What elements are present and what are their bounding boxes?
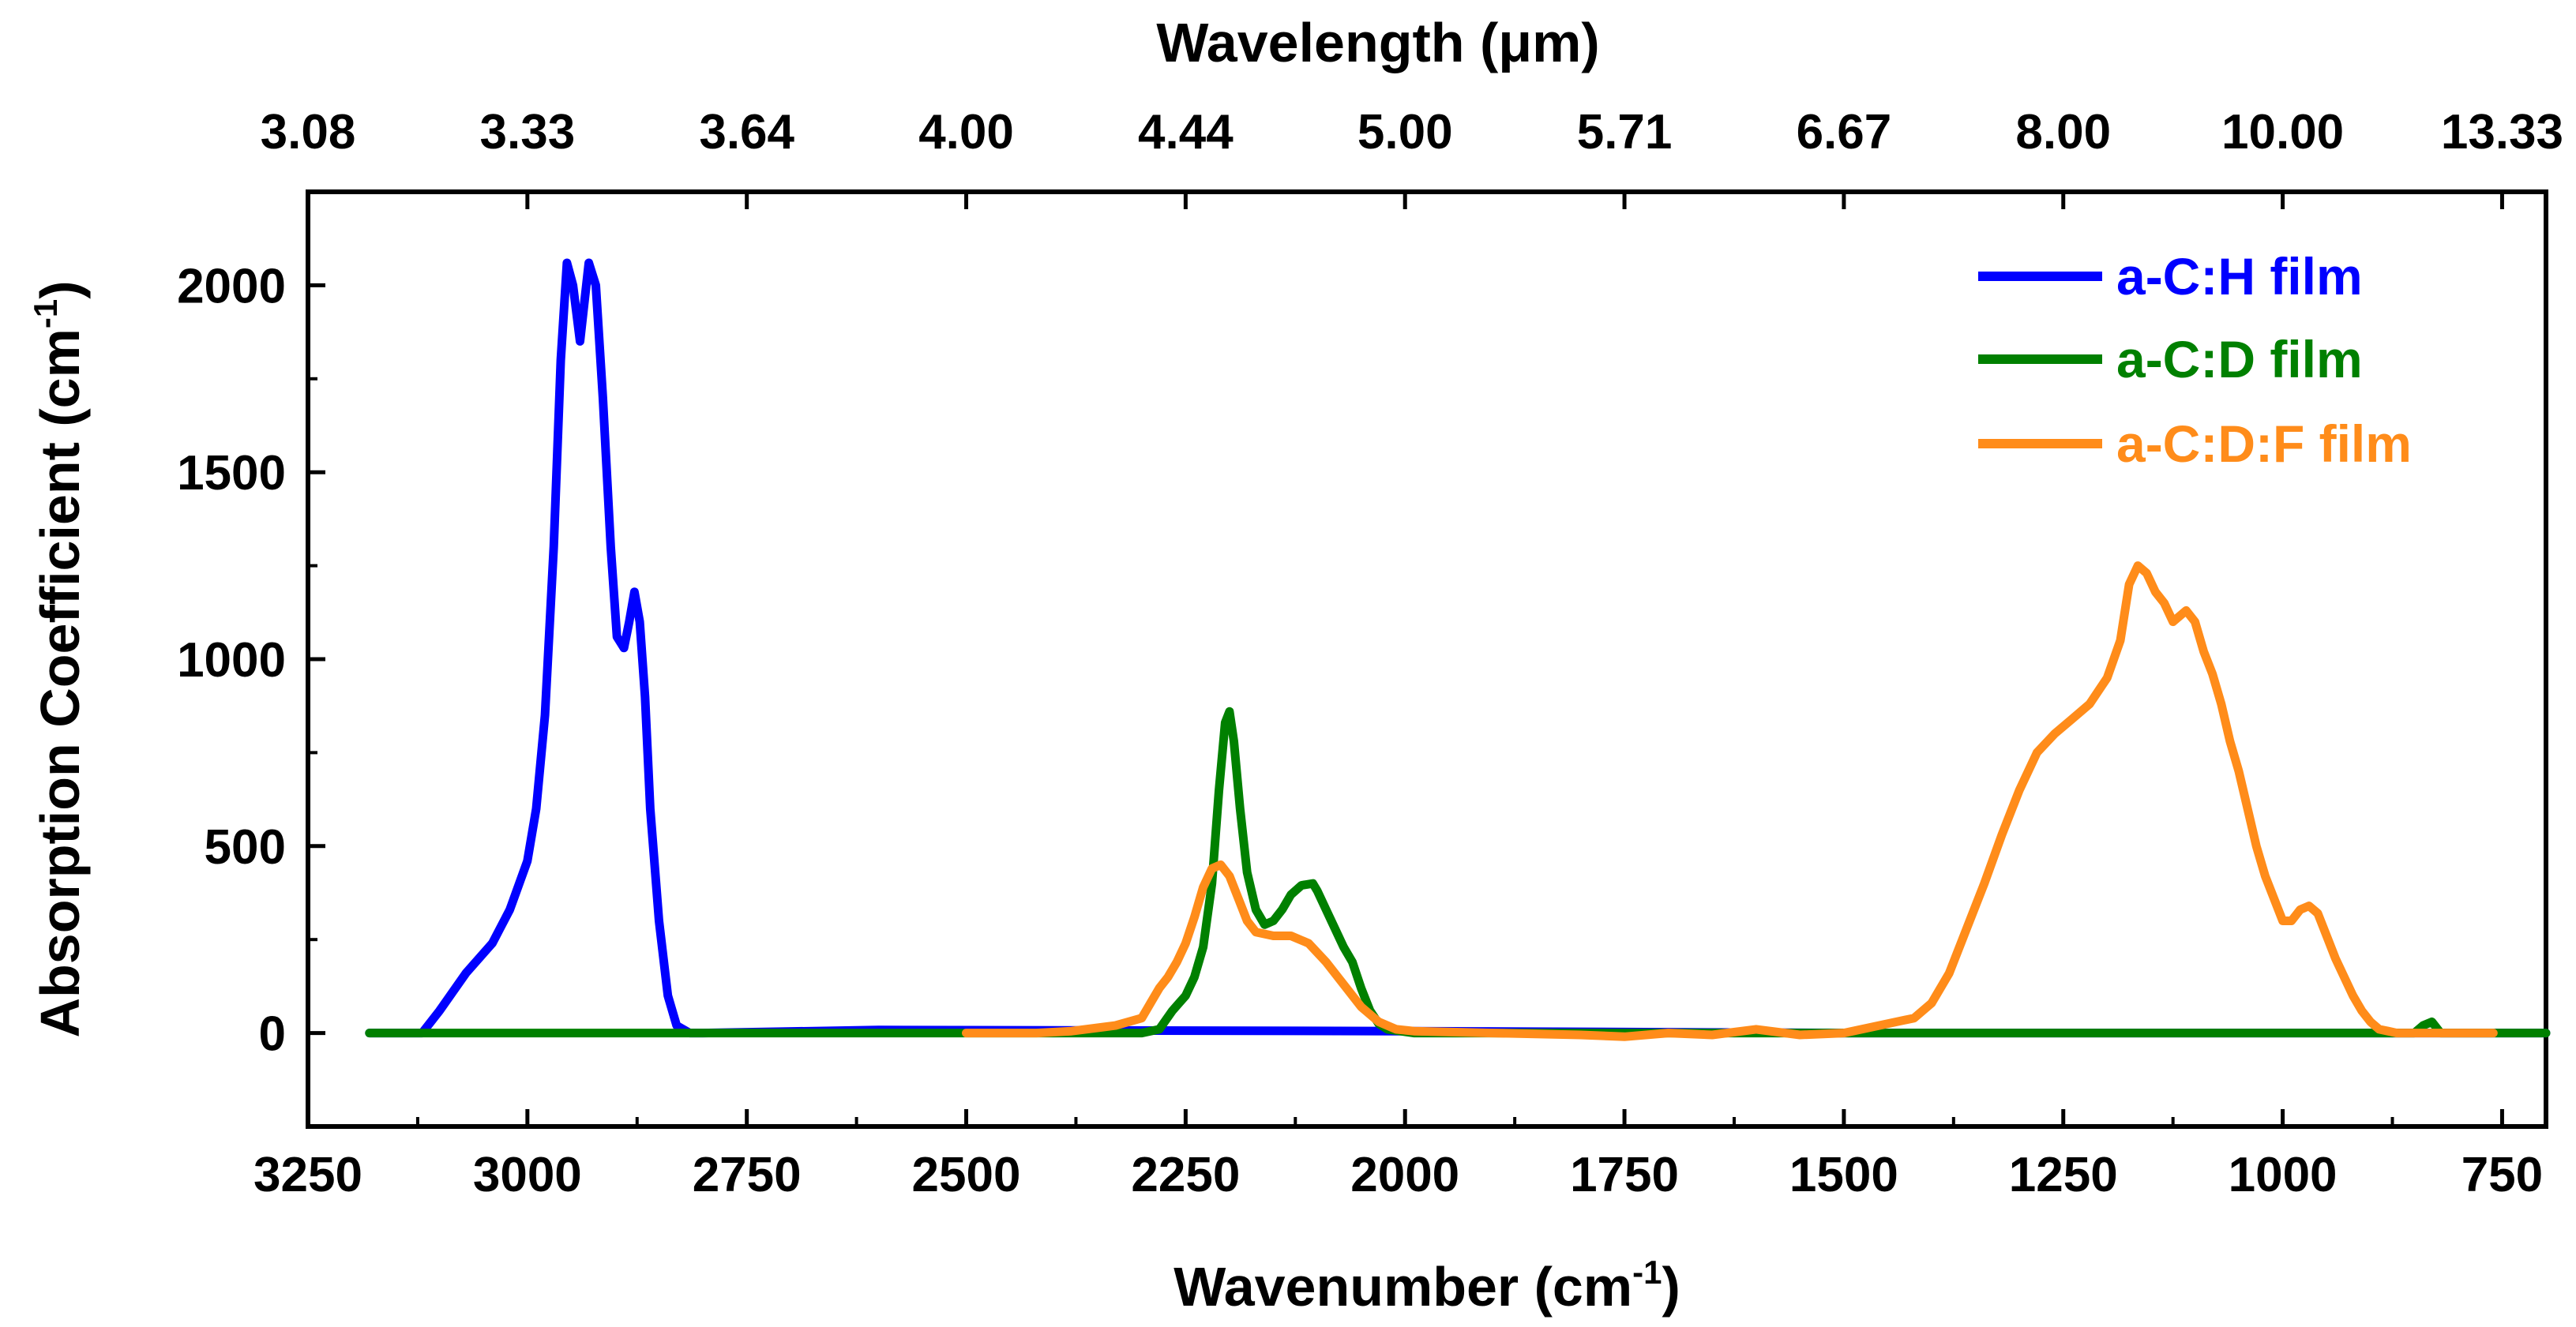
x-tick-label: 1500 [1789,1148,1898,1202]
x-tick-label: 2000 [1350,1148,1459,1202]
top-tick-label: 4.44 [1138,105,1234,159]
top-x-axis-title: Wavelength (μm) [1156,12,1599,73]
top-tick-label: 8.00 [2015,105,2111,159]
legend-label-acdf: a-C:D:F film [2116,414,2412,473]
top-tick-label: 3.08 [261,105,356,159]
top-x-ticks: 3.08 3.33 3.64 4.00 4.44 5.00 5.71 6.67 8.00 10.0… [261,105,2563,209]
series-line-1 [365,707,2551,1038]
y-tick-label: 0 [259,1007,286,1062]
y-axis-title: Absorption Coefficient (cm-1) [27,280,91,1037]
series-layer [365,258,2551,1041]
top-tick-label: 3.33 [480,105,576,159]
y-ticks: 0 500 1000 1500 2000 [177,259,325,1062]
x-tick-label: 2500 [912,1148,1021,1202]
top-tick-label: 4.00 [918,105,1014,159]
top-tick-label: 6.67 [1797,105,1892,159]
series-line-2 [962,561,2498,1041]
top-tick-label: 10.00 [2221,105,2344,159]
x-tick-label: 1250 [2009,1148,2118,1202]
top-tick-label: 5.00 [1357,105,1453,159]
y-tick-label: 1500 [177,446,286,500]
legend-label-ach: a-C:H film [2116,247,2363,306]
x-tick-label: 3000 [473,1148,582,1202]
legend-label-acd: a-C:D film [2116,330,2363,388]
y-tick-label: 2000 [177,259,286,313]
top-tick-label: 13.33 [2441,105,2563,159]
y-tick-label: 1000 [177,633,286,688]
x-tick-label: 1000 [2229,1148,2338,1202]
x-tick-label: 3250 [253,1148,362,1202]
x-tick-label: 750 [2461,1148,2543,1202]
x-tick-label: 2250 [1131,1148,1240,1202]
x-tick-label: 1750 [1570,1148,1679,1202]
top-tick-label: 5.71 [1577,105,1673,159]
y-tick-label: 500 [205,820,286,875]
top-tick-label: 3.64 [699,105,794,159]
x-axis-title: Wavenumber (cm-1) [1173,1254,1680,1318]
x-tick-label: 2750 [693,1148,802,1202]
bottom-x-ticks: 3250 3000 2750 2500 2250 2000 1750 1500 1250 1000… [253,1109,2543,1202]
legend: a-C:H film a-C:D film a-C:D:F film [1978,247,2412,473]
